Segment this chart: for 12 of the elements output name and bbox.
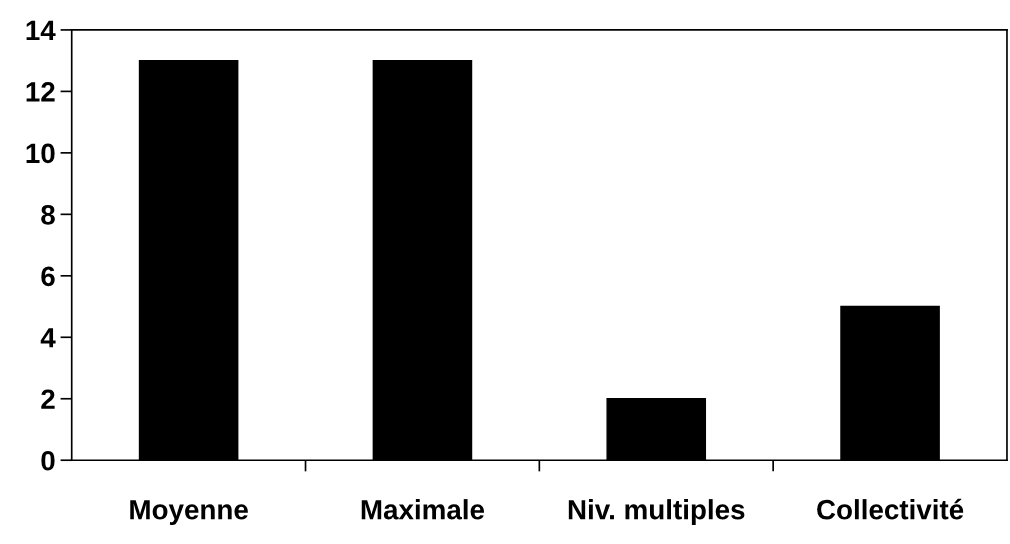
x-tick-label: Collectivité [817,498,964,520]
y-tick-label: 14 [26,20,56,40]
y-tick-label: 2 [41,389,55,409]
y-tick-label: 12 [26,82,55,102]
y-tick-label: 10 [26,143,55,164]
y-tick-label: 4 [40,328,56,348]
y-tick-label: 0 [41,450,55,471]
y-tick-label: 6 [41,266,55,287]
y-tick-label: 8 [41,205,55,225]
x-tick-label: Niv. multiples [568,499,745,526]
x-tick-label: Moyenne [130,500,248,526]
x-tick-label: Maximale [361,499,485,520]
